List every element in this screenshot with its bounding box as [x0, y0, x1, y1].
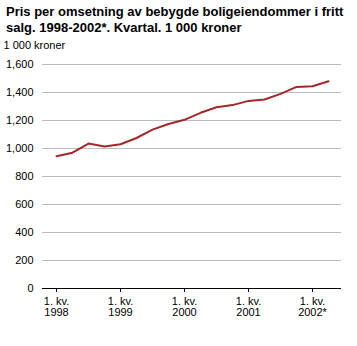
svg-text:600: 600 — [15, 198, 33, 210]
svg-text:1,000: 1,000 — [6, 142, 34, 154]
svg-text:800: 800 — [15, 170, 33, 182]
html-text:Pris per omsetning av bebygde: Pris per omsetning av bebygde boligeiend… — [6, 4, 344, 35]
svg-text:1,200: 1,200 — [6, 114, 34, 126]
svg-text:400: 400 — [15, 226, 33, 238]
svg-text:1,400: 1,400 — [6, 86, 34, 98]
svg-text:0: 0 — [27, 282, 33, 294]
svg-text:1,600: 1,600 — [6, 58, 34, 70]
svg-text:200: 200 — [15, 254, 33, 266]
svg-text:1. kv.1999: 1. kv.1999 — [108, 295, 133, 318]
svg-text:1. kv.2000: 1. kv.2000 — [172, 295, 197, 318]
svg-text:1. kv.2002*: 1. kv.2002* — [298, 295, 327, 318]
svg-text:1 000 kroner: 1 000 kroner — [4, 39, 66, 51]
svg-text:1. kv.1998: 1. kv.1998 — [44, 295, 69, 318]
svg-text:1. kv.2001: 1. kv.2001 — [236, 295, 261, 318]
